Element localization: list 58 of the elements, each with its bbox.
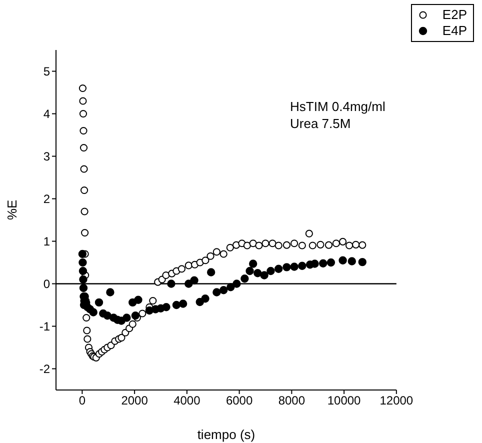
point: [282, 263, 291, 272]
point: [89, 308, 98, 316]
point: [94, 298, 104, 307]
point: [219, 286, 228, 294]
point: [201, 294, 210, 303]
y-tick-label: 0: [43, 277, 50, 292]
x-axis-title: tiempo (s): [197, 427, 256, 442]
point: [178, 300, 188, 308]
point: [246, 266, 254, 276]
x-tick-label: 8000: [278, 394, 306, 408]
x-tick-label: 2000: [121, 394, 148, 408]
y-axis-title: %E: [4, 199, 20, 220]
point: [310, 260, 319, 268]
point: [167, 280, 176, 288]
point: [338, 256, 347, 264]
y-tick-label: -1: [39, 320, 50, 334]
point: [172, 300, 181, 310]
point: [122, 314, 131, 322]
point: [134, 296, 142, 304]
point: [274, 264, 283, 273]
point: [358, 258, 366, 266]
point: [79, 284, 88, 292]
point: [78, 258, 87, 267]
y-tick-label: 5: [43, 64, 50, 79]
point: [240, 274, 249, 283]
point: [79, 275, 88, 284]
point: [190, 276, 198, 284]
annotation: Urea 7.5M: [290, 115, 352, 132]
point: [319, 259, 328, 268]
point: [206, 268, 216, 276]
point: [298, 262, 306, 270]
point: [78, 250, 87, 258]
point: [266, 266, 275, 276]
legend-label: E4P: [442, 23, 467, 39]
x-tick-label: 12000: [380, 394, 414, 408]
x-tick-label: 10000: [327, 394, 362, 408]
y-tick-label: 3: [43, 150, 50, 164]
point: [348, 257, 356, 266]
y-tick-label: 2: [43, 192, 50, 206]
point: [290, 262, 298, 271]
point: [212, 288, 221, 296]
x-tick-label: 6000: [226, 394, 253, 408]
point: [78, 266, 88, 276]
y-tick-label: -2: [39, 362, 50, 376]
point: [254, 269, 262, 278]
annotation: HsTIM 0.4mg/ml: [290, 98, 386, 115]
y-tick-label: 4: [43, 107, 50, 122]
legend-label: E2P: [442, 7, 467, 23]
point: [260, 271, 268, 280]
x-tick-label: 0: [78, 394, 86, 408]
point: [326, 258, 336, 267]
point: [248, 260, 258, 268]
point: [106, 288, 114, 296]
y-tick-label: 1: [43, 234, 50, 249]
point: [162, 303, 170, 312]
x-tick-label: 4000: [174, 394, 201, 408]
point: [232, 280, 241, 288]
point: [226, 283, 235, 292]
